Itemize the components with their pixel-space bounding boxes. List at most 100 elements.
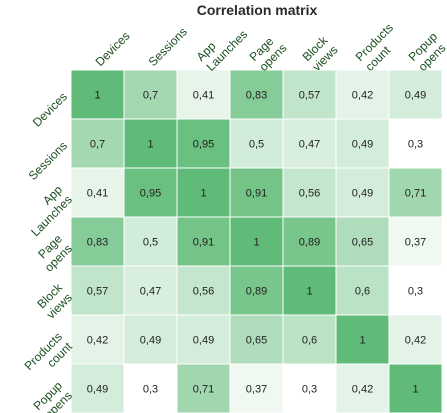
heatmap-cell-r6-c0 [70,363,125,413]
heatmap-cell-r4-c3 [229,265,284,316]
heatmap-cell-r5-c3 [229,314,284,365]
heatmap-cells: 1 0,7 0,41 0,83 0,57 0,42 0,490,7 1 0,95 0,5 0,47 0… [70,69,443,413]
col-label-0-line-0: Devices [93,29,133,69]
heatmap-cell-r4-c4 [282,265,337,316]
heatmap-cell-label-r4-c0: 0,57 [87,286,108,298]
heatmap-cell-label-r2-c6: 0,71 [405,188,426,200]
heatmap-cell-label-r0-c2: 0,41 [193,90,214,102]
col-label-1: Sessions [146,25,190,69]
heatmap-cell-label-r4-c6: 0,3 [408,286,423,298]
heatmap-cell-label-r2-c5: 0,49 [352,188,373,200]
col-label-1-line-0: Sessions [146,25,190,69]
heatmap-cell-label-r1-c4: 0,47 [299,139,320,151]
heatmap-cell-label-r6-c4: 0,3 [302,384,317,396]
heatmap-cell-r0-c5 [335,69,390,120]
heatmap-cell-r6-c4 [282,363,337,413]
heatmap-cell-label-r1-c6: 0,3 [408,139,423,151]
heatmap-cell-label-r6-c6: 1 [412,384,418,396]
row-label-1-line-0: Sessions [26,139,70,183]
heatmap-cell-label-r4-c1: 0,47 [140,286,161,298]
heatmap-cell-label-r5-c4: 0,6 [302,335,317,347]
heatmap-cell-r3-c0 [70,216,125,267]
heatmap-cell-label-r5-c6: 0,42 [405,335,426,347]
heatmap-cell-label-r4-c2: 0,56 [193,286,214,298]
heatmap-cell-label-r3-c3: 1 [253,237,259,249]
heatmap-cell-label-r3-c4: 0,89 [299,237,320,249]
heatmap-cell-r1-c3 [229,118,284,169]
heatmap-cell-label-r6-c0: 0,49 [87,384,108,396]
heatmap-cell-label-r4-c5: 0,6 [355,286,370,298]
heatmap-cell-r6-c1 [123,363,178,413]
heatmap-cell-r3-c2 [176,216,231,267]
heatmap-cell-label-r1-c1: 1 [147,139,153,151]
heatmap-cell-r2-c0 [70,167,125,218]
heatmap-cell-label-r3-c1: 0,5 [143,237,158,249]
heatmap-cell-r5-c5 [335,314,390,365]
col-label-0: Devices [93,29,133,69]
heatmap-cell-label-r6-c3: 0,37 [246,384,267,396]
heatmap-cell-r1-c4 [282,118,337,169]
heatmap-cell-r2-c3 [229,167,284,218]
heatmap-cell-r3-c5 [335,216,390,267]
heatmap-cell-r4-c6 [388,265,443,316]
heatmap-cell-label-r2-c1: 0,95 [140,188,161,200]
heatmap-cell-label-r5-c0: 0,42 [87,335,108,347]
heatmap-cell-label-r1-c0: 0,7 [90,139,105,151]
heatmap-cell-label-r5-c2: 0,49 [193,335,214,347]
heatmap-cell-label-r2-c4: 0,56 [299,188,320,200]
heatmap-cell-r1-c5 [335,118,390,169]
heatmap-cell-label-r0-c0: 1 [94,90,100,102]
chart-title: Correlation matrix [196,2,318,18]
heatmap-cell-r3-c6 [388,216,443,267]
heatmap-cell-r6-c3 [229,363,284,413]
heatmap-cell-label-r0-c5: 0,42 [352,90,373,102]
row-label-0-line-0: Devices [30,90,70,130]
heatmap-cell-label-r3-c6: 0,37 [405,237,426,249]
row-label-1: Sessions [26,139,70,183]
heatmap-cell-r3-c3 [229,216,284,267]
heatmap-cell-r5-c0 [70,314,125,365]
heatmap-cell-r1-c1 [123,118,178,169]
row-tick-labels: DevicesSessionsAppLaunchesPageopensBlock… [22,90,76,413]
heatmap-cell-label-r1-c2: 0,95 [193,139,214,151]
heatmap-cell-label-r5-c5: 1 [359,335,365,347]
heatmap-cell-r5-c1 [123,314,178,365]
heatmap-cell-r4-c2 [176,265,231,316]
heatmap-cell-r2-c4 [282,167,337,218]
heatmap-cell-r1-c0 [70,118,125,169]
heatmap-cell-label-r1-c3: 0,5 [249,139,264,151]
heatmap-cell-label-r5-c3: 0,65 [246,335,267,347]
heatmap-cell-label-r2-c2: 1 [200,188,206,200]
heatmap-cell-r1-c6 [388,118,443,169]
heatmap-cell-r5-c6 [388,314,443,365]
heatmap-cell-r0-c4 [282,69,337,120]
heatmap-cell-label-r6-c1: 0,3 [143,384,158,396]
heatmap-cell-label-r1-c5: 0,49 [352,139,373,151]
heatmap-cell-label-r0-c3: 0,83 [246,90,267,102]
heatmap-cell-label-r0-c1: 0,7 [143,90,158,102]
heatmap-cell-label-r2-c3: 0,91 [246,188,267,200]
heatmap-cell-r4-c5 [335,265,390,316]
heatmap-cell-label-r6-c2: 0,71 [193,384,214,396]
heatmap-cell-label-r3-c5: 0,65 [352,237,373,249]
heatmap-cell-r2-c6 [388,167,443,218]
heatmap-cell-label-r3-c0: 0,83 [87,237,108,249]
heatmap-cell-r5-c2 [176,314,231,365]
heatmap-cell-label-r4-c4: 1 [306,286,312,298]
heatmap-cell-label-r4-c3: 0,89 [246,286,267,298]
heatmap-cell-r6-c5 [335,363,390,413]
heatmap-cell-r6-c6 [388,363,443,413]
heatmap-cell-label-r6-c5: 0,42 [352,384,373,396]
heatmap-cell-label-r0-c4: 0,57 [299,90,320,102]
